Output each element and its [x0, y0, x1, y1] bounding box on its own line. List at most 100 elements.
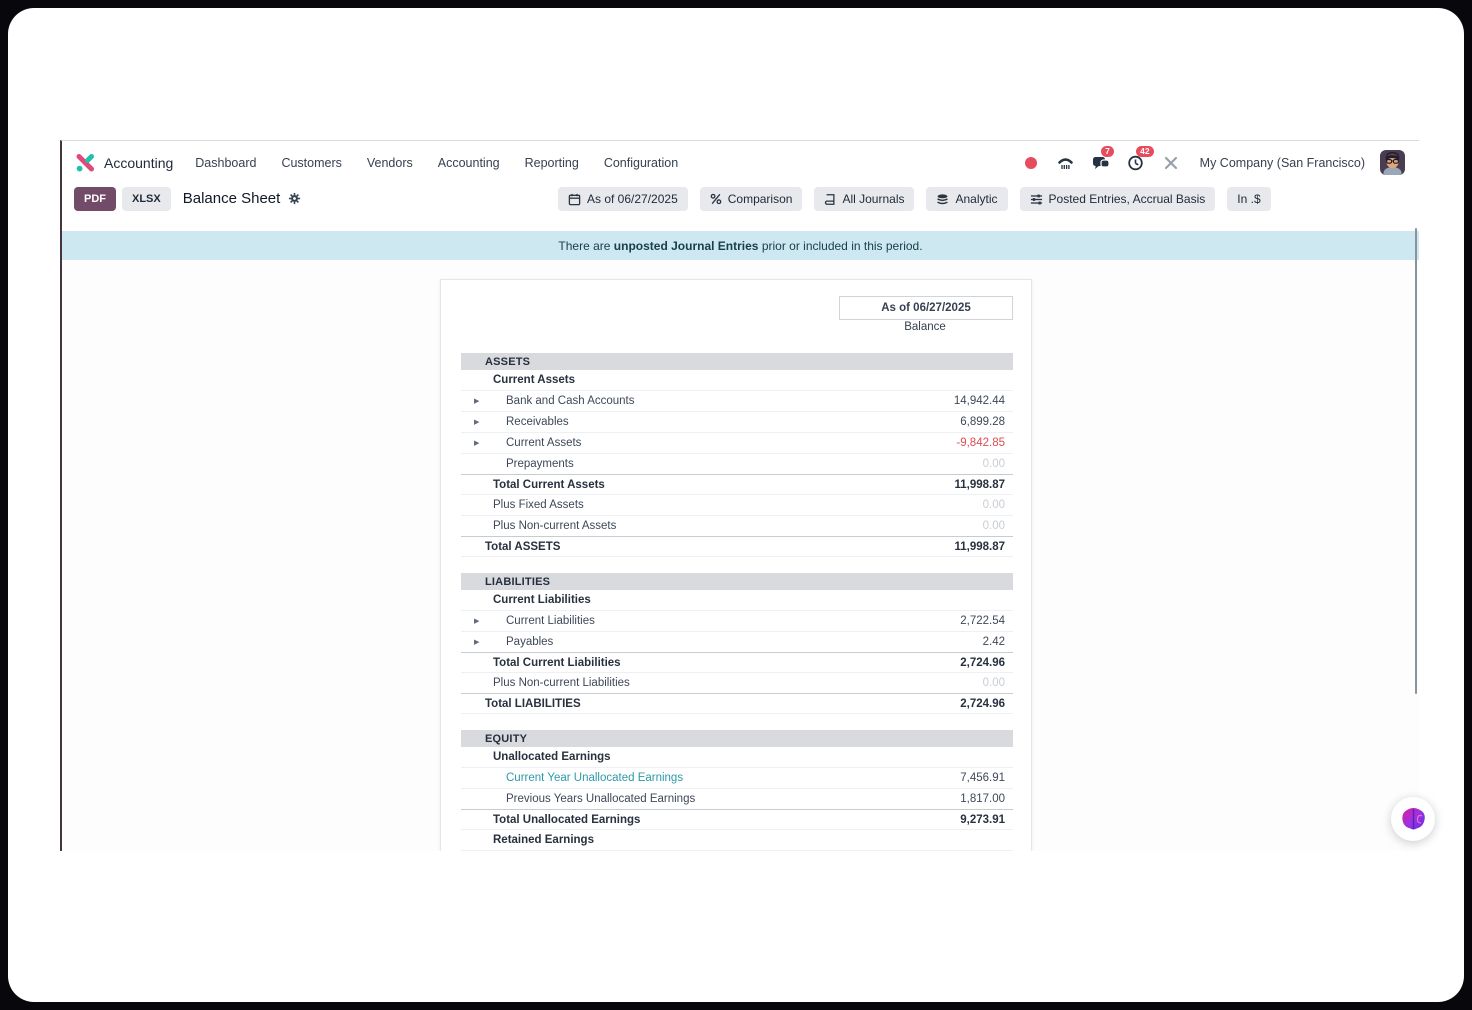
main-menu: Dashboard Customers Vendors Accounting R…	[195, 156, 678, 170]
expand-caret-icon[interactable]: ▶	[474, 639, 480, 646]
report-row: Current Liabilities	[461, 590, 1013, 611]
row-value: 0.00	[982, 520, 1005, 532]
company-switcher[interactable]: My Company (San Francisco)	[1199, 155, 1365, 170]
expand-caret-icon[interactable]: ▶	[474, 419, 480, 426]
row-label: Unallocated Earnings	[493, 751, 611, 763]
control-panel: PDF XLSX Balance Sheet	[62, 184, 1419, 231]
row-label: Total Unallocated Earnings	[493, 813, 641, 826]
accounting-app-logo-icon[interactable]	[74, 152, 96, 174]
report-row[interactable]: ▶ Current Assets -9,842.85	[461, 433, 1013, 454]
row-value: 2,724.96	[960, 697, 1005, 710]
odoo-app-window: Accounting Dashboard Customers Vendors A…	[60, 140, 1419, 851]
percent-icon	[710, 193, 722, 205]
balance-sheet-card: As of 06/27/2025 Balance ASSETS Current A…	[440, 279, 1032, 851]
report-row: Prepayments 0.00	[461, 454, 1013, 475]
menu-customers[interactable]: Customers	[281, 155, 342, 170]
expand-caret-icon[interactable]: ▶	[474, 618, 480, 625]
row-label: Current Assets	[506, 437, 582, 449]
row-label: Bank and Cash Accounts	[506, 395, 635, 407]
report-row: Total Current Liabilities 2,724.96	[461, 652, 1013, 673]
row-value: 7,456.91	[960, 772, 1005, 784]
report-row: Total LIABILITIES 2,724.96	[461, 693, 1013, 714]
row-label: Current Assets	[493, 374, 576, 386]
menu-reporting[interactable]: Reporting	[524, 155, 579, 170]
filter-analytic-label: Analytic	[955, 192, 998, 206]
report-row[interactable]: ▶ Current Liabilities 2,722.54	[461, 611, 1013, 632]
activities-badge: 42	[1135, 145, 1155, 157]
menu-accounting[interactable]: Accounting	[437, 155, 500, 170]
section-gap	[461, 714, 1013, 730]
row-label: Total ASSETS	[485, 540, 561, 553]
report-row[interactable]: ▶ Bank and Cash Accounts 14,942.44	[461, 391, 1013, 412]
row-label: Current Liabilities	[493, 594, 591, 606]
row-value: 2.42	[982, 636, 1005, 648]
section-header: EQUITY	[461, 730, 1013, 747]
report-area: As of 06/27/2025 Balance ASSETS Current A…	[62, 260, 1419, 851]
period-header[interactable]: As of 06/27/2025	[839, 296, 1013, 320]
row-value: 1,817.00	[960, 793, 1005, 805]
report-row[interactable]: ▶ Payables 2.42	[461, 632, 1013, 653]
activities-clock-icon[interactable]: 42	[1126, 145, 1155, 173]
report-row: Plus Non-current Liabilities 0.00	[461, 673, 1013, 694]
report-row: Previous Years Unallocated Earnings 1,817…	[461, 789, 1013, 810]
messages-icon[interactable]: 7	[1091, 145, 1115, 173]
filter-currency-button[interactable]: In .$	[1227, 187, 1271, 211]
report-row: Total ASSETS 11,998.87	[461, 536, 1013, 557]
report-table: ASSETS Current Assets ▶ Bank and Cash Accou…	[461, 353, 1013, 851]
row-label: Plus Fixed Assets	[493, 499, 584, 511]
book-icon	[825, 193, 835, 205]
report-row: Unallocated Earnings	[461, 747, 1013, 768]
filter-options-button[interactable]: Posted Entries, Accrual Basis	[1019, 187, 1216, 211]
banner-text-pre: There are	[558, 238, 614, 253]
filter-analytic-button[interactable]: Analytic	[926, 187, 1008, 211]
row-label: Total Current Liabilities	[493, 656, 621, 669]
row-value: 14,942.44	[953, 395, 1005, 407]
report-filters: As of 06/27/2025 Comparison All Journals	[558, 187, 1271, 211]
filter-comparison-button[interactable]: Comparison	[699, 187, 803, 211]
row-label: Total Current Assets	[493, 478, 605, 491]
unposted-entries-banner: There are unposted Journal Entries prior…	[62, 231, 1419, 260]
filter-date-button[interactable]: As of 06/27/2025	[558, 187, 688, 211]
row-value: 11,998.87	[954, 540, 1005, 553]
filter-currency-label: In .$	[1237, 192, 1261, 206]
row-label: Total LIABILITIES	[485, 697, 581, 710]
messages-badge: 7	[1100, 145, 1115, 157]
top-navbar: Accounting Dashboard Customers Vendors A…	[62, 141, 1419, 184]
report-row: Current Year Unallocated Earnings 7,456.9…	[461, 768, 1013, 789]
menu-dashboard[interactable]: Dashboard	[195, 155, 257, 170]
report-row: Plus Fixed Assets 0.00	[461, 495, 1013, 516]
row-value: 2,724.96	[960, 656, 1005, 669]
xlsx-export-button[interactable]: XLSX	[122, 187, 171, 211]
row-label: Plus Non-current Assets	[493, 520, 617, 532]
row-value: 0.00	[982, 458, 1005, 470]
report-row: Current Assets	[461, 370, 1013, 391]
expand-caret-icon[interactable]: ▶	[474, 440, 480, 447]
sliders-icon	[1030, 194, 1042, 204]
report-row[interactable]: ▶ Receivables 6,899.28	[461, 412, 1013, 433]
menu-configuration[interactable]: Configuration	[603, 155, 679, 170]
expand-caret-icon[interactable]: ▶	[474, 398, 480, 405]
report-title: Balance Sheet	[182, 190, 281, 207]
voip-phone-icon[interactable]	[1056, 153, 1076, 173]
filter-journals-button[interactable]: All Journals	[814, 187, 915, 211]
recording-indicator-icon[interactable]	[1021, 153, 1041, 173]
row-label: Plus Non-current Liabilities	[493, 677, 630, 689]
row-value: 9,273.91	[960, 813, 1005, 826]
balance-column-header: Balance	[904, 321, 946, 333]
app-name[interactable]: Accounting	[104, 154, 174, 171]
report-row: Plus Non-current Assets 0.00	[461, 516, 1013, 537]
menu-vendors[interactable]: Vendors	[366, 155, 413, 170]
report-settings-gear-icon[interactable]	[288, 192, 301, 205]
row-label[interactable]: Current Year Unallocated Earnings	[506, 772, 684, 784]
developer-tools-icon[interactable]	[1161, 153, 1181, 173]
row-label: Prepayments	[506, 458, 574, 470]
pdf-export-button[interactable]: PDF	[74, 187, 116, 211]
row-label: Current Liabilities	[506, 615, 595, 627]
row-label: Receivables	[506, 416, 569, 428]
filter-journals-label: All Journals	[842, 192, 905, 206]
extension-brain-button[interactable]	[1391, 797, 1435, 841]
user-avatar[interactable]	[1380, 150, 1405, 175]
calendar-icon	[568, 193, 581, 205]
vertical-scrollbar[interactable]	[1415, 228, 1417, 694]
filter-options-label: Posted Entries, Accrual Basis	[1048, 192, 1206, 206]
